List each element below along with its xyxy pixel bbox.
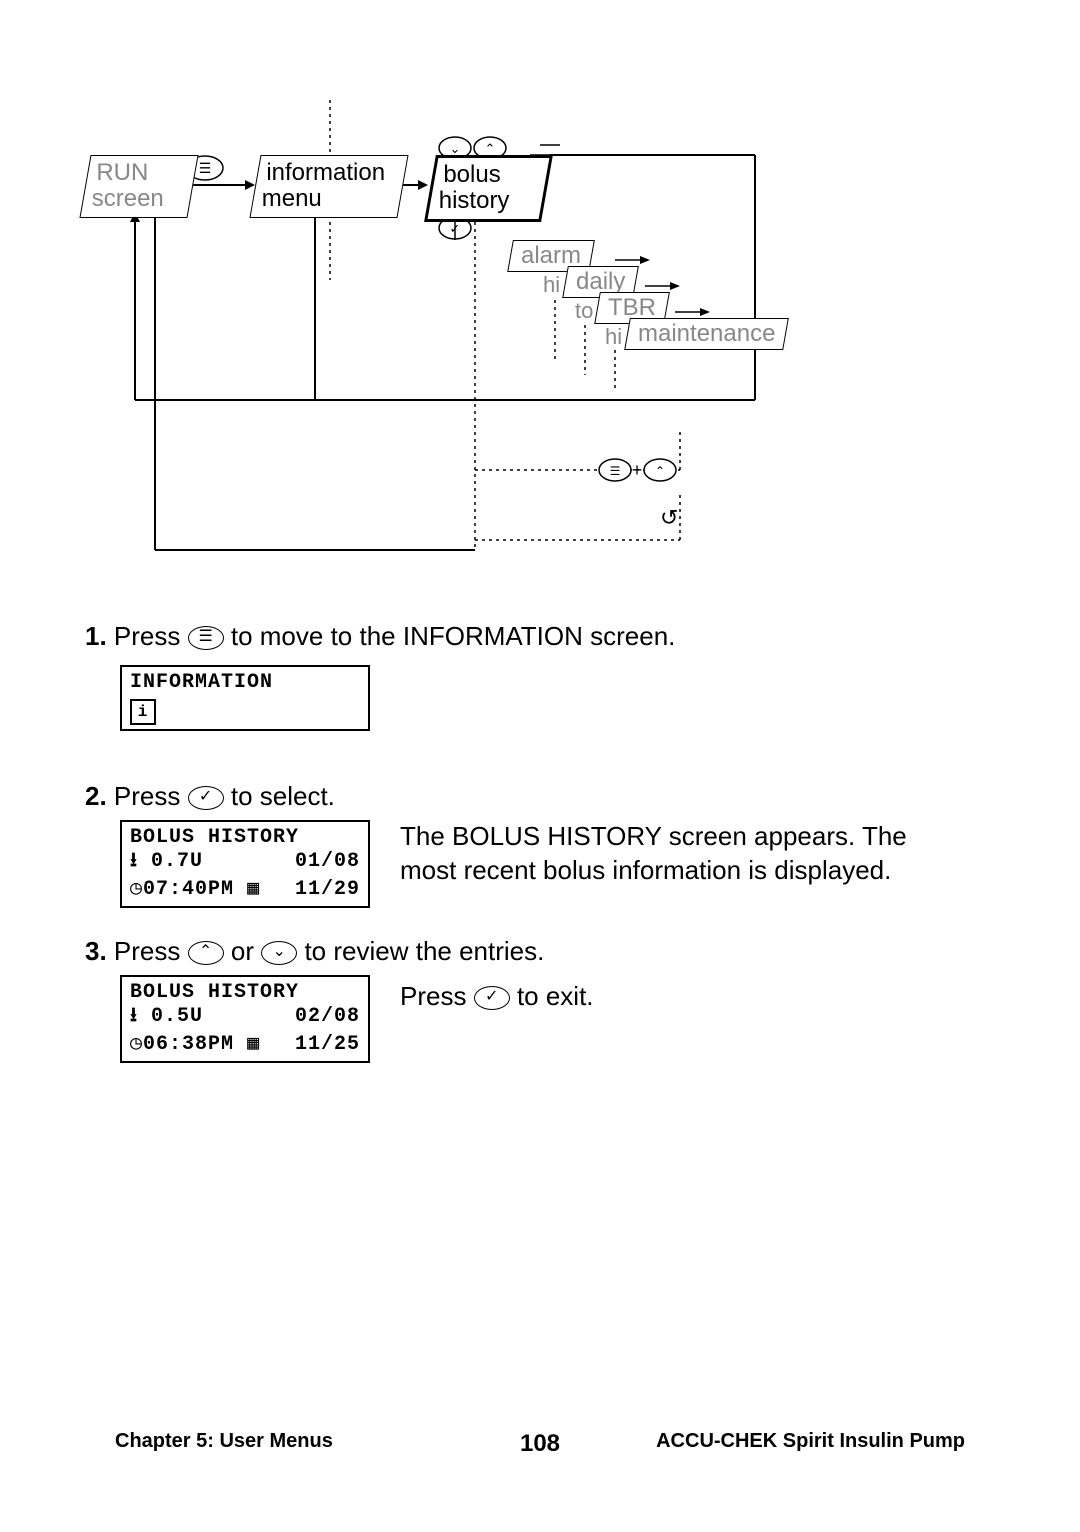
page-footer: Chapter 5: User Menus 108 ACCU-CHEK Spir… (0, 1430, 1080, 1480)
step2-after: to select. (231, 781, 335, 811)
down-button-icon: ⌄ (261, 941, 297, 965)
side-text: The BOLUS HISTORY screen appears. The mo… (400, 820, 960, 888)
lcd-b1-amt: 0.7U (151, 850, 203, 873)
step3-num: 3. (85, 936, 107, 966)
lcd-b2-idx: 02/08 (295, 1005, 360, 1029)
down-arrow-icon-2: ⭳ (130, 1005, 151, 1028)
lcd-bolus-1: BOLUS HISTORY ⭳ 0.7U 01/08 ◷07:40PM ▦ 11/… (120, 820, 370, 908)
lcd-info-title: INFORMATION (130, 671, 360, 695)
lcd-b2-amt: 0.5U (151, 1005, 203, 1028)
menu-button-icon: ☰ (188, 626, 224, 650)
lcd-b1-idx: 01/08 (295, 850, 360, 874)
step2-before: Press (114, 781, 180, 811)
node-bolus: bolus history (424, 155, 553, 222)
step1-before: Press (114, 621, 180, 651)
lcd-b1-date: 11/29 (295, 878, 360, 902)
frag-hi1: hi (543, 272, 560, 298)
exit-before: Press (400, 981, 466, 1011)
frag-hi2: hi (605, 324, 622, 350)
node-maint: maintenance (624, 318, 789, 350)
lcd-b2-title: BOLUS HISTORY (130, 981, 360, 1005)
info-icon: i (130, 699, 156, 725)
lcd-b2-time: 06:38PM (143, 1033, 234, 1056)
lcd-b1-time: 07:40PM (143, 878, 234, 901)
svg-text:☰: ☰ (199, 160, 212, 176)
svg-text:⌄: ⌄ (450, 141, 461, 156)
calendar-icon: ▦ (247, 878, 260, 901)
check-exit-icon: ✓ (474, 986, 510, 1010)
step1-num: 1. (85, 621, 107, 651)
svg-text:↺: ↺ (660, 505, 678, 530)
run-l2: screen (92, 186, 182, 212)
svg-text:⌃: ⌃ (485, 141, 496, 156)
step3-mid: or (231, 936, 254, 966)
info-l1: information (266, 160, 396, 186)
calendar-icon-2: ▦ (247, 1033, 260, 1056)
lcd-bolus-2: BOLUS HISTORY ⭳ 0.5U 02/08 ◷06:38PM ▦ 11/… (120, 975, 370, 1063)
node-info: information menu (249, 155, 408, 218)
check-button-icon: ✓ (188, 786, 224, 810)
lcd-information: INFORMATION i (120, 665, 370, 731)
step-1: 1. Press ☰ to move to the INFORMATION sc… (85, 620, 675, 654)
step-3: 3. Press ⌃ or ⌄ to review the entries. (85, 935, 544, 969)
nav-diagram: ☰ ✓ ⌄ ⌃ ✓ (85, 100, 825, 600)
up-button-icon: ⌃ (188, 941, 224, 965)
step2-num: 2. (85, 781, 107, 811)
exit-after: to exit. (517, 981, 594, 1011)
exit-line: Press ✓ to exit. (400, 980, 594, 1014)
info-l2: menu (262, 186, 392, 212)
svg-text:⌃: ⌃ (655, 464, 665, 478)
svg-text:☰: ☰ (610, 464, 621, 478)
footer-product: ACCU-CHEK Spirit Insulin Pump (656, 1430, 965, 1453)
step3-after: to review the entries. (304, 936, 544, 966)
frag-to: to (575, 298, 593, 324)
down-arrow-icon: ⭳ (130, 850, 151, 873)
node-run: RUN screen (79, 155, 198, 218)
svg-text:+: + (632, 460, 643, 480)
run-l1: RUN (96, 160, 186, 186)
bolus-l1: bolus (443, 162, 538, 188)
clock-icon: ◷ (130, 878, 143, 901)
bolus-l2: history (439, 188, 534, 214)
step-2: 2. Press ✓ to select. (85, 780, 335, 814)
step3-before: Press (114, 936, 180, 966)
clock-icon-2: ◷ (130, 1033, 143, 1056)
lcd-b2-date: 11/25 (295, 1033, 360, 1057)
lcd-b1-title: BOLUS HISTORY (130, 826, 360, 850)
step1-after: to move to the INFORMATION screen. (231, 621, 676, 651)
